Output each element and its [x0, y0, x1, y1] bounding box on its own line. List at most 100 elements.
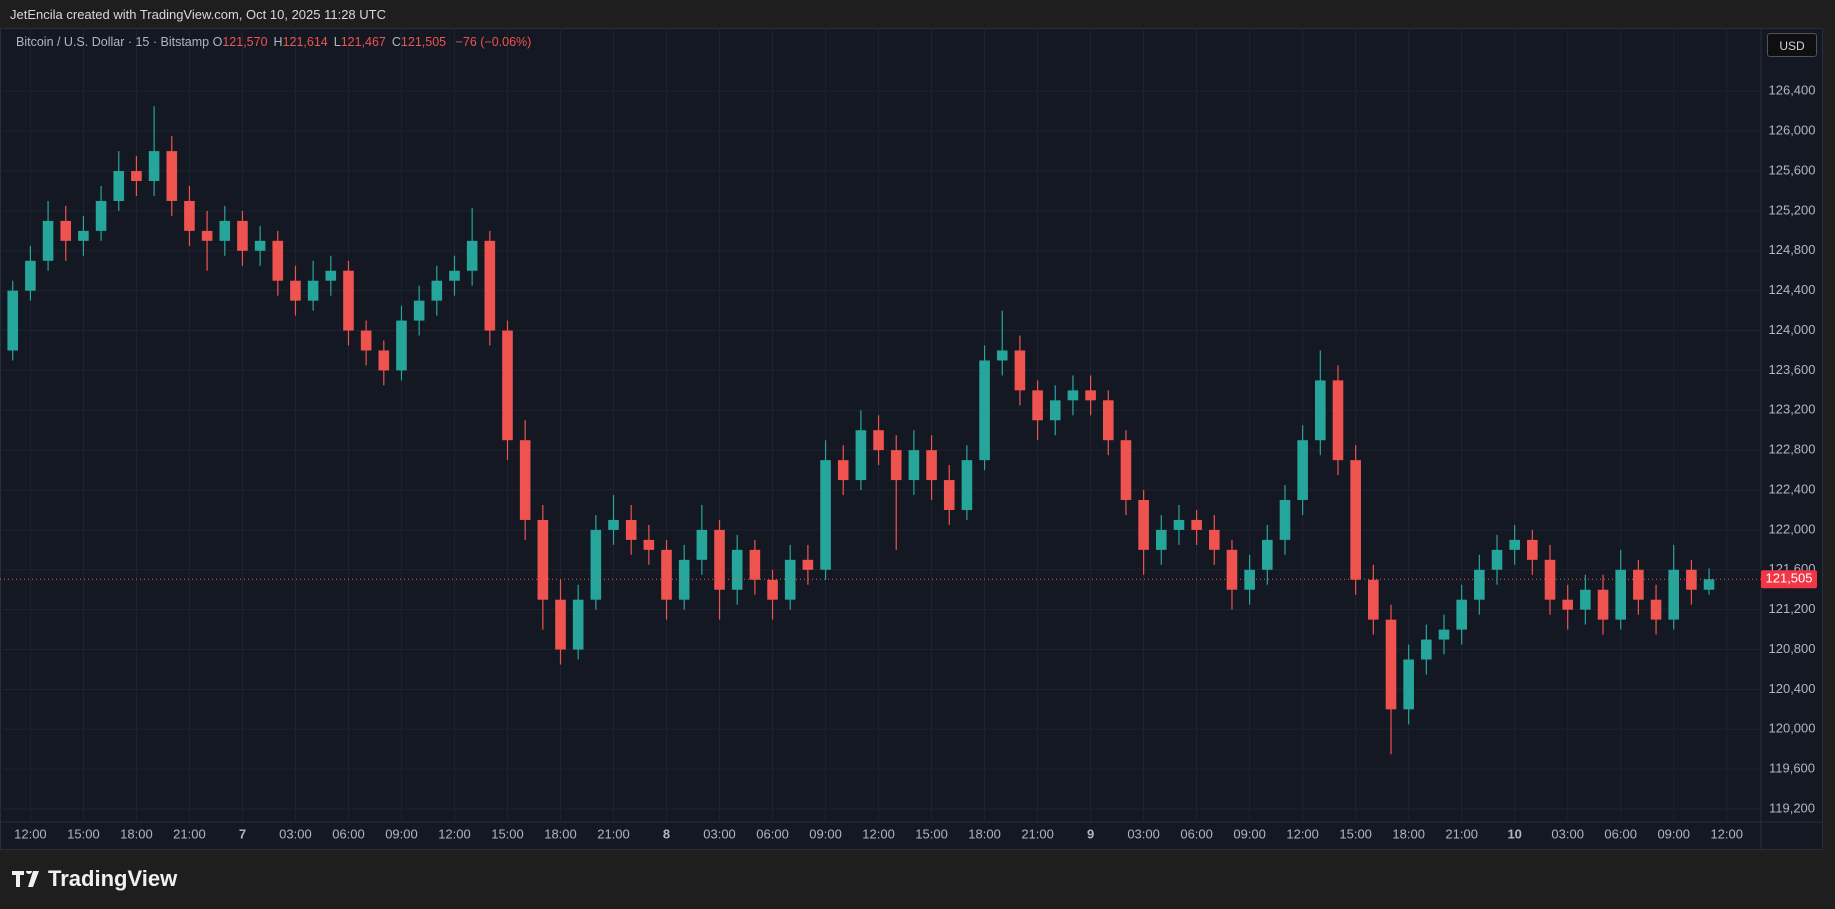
- x-tick-label: 03:00: [703, 826, 736, 841]
- candle-body: [60, 220, 72, 241]
- ohlc-value: 121,570: [222, 35, 268, 49]
- candle-body: [1421, 639, 1432, 660]
- candle-body: [1650, 599, 1662, 620]
- x-tick-label: 06:00: [332, 826, 365, 841]
- candle-body: [1120, 440, 1132, 501]
- candle-body: [42, 220, 54, 261]
- candle-body: [555, 599, 566, 650]
- credit: JetEncila created with TradingView.com, …: [10, 7, 386, 22]
- candle-body: [1032, 390, 1043, 421]
- x-tick-label: 9: [1087, 826, 1094, 841]
- x-tick-label: 06:00: [1604, 826, 1637, 841]
- candle-body: [1332, 380, 1344, 461]
- candle-body: [484, 240, 496, 331]
- y-tick-label: 120,000: [1769, 721, 1816, 736]
- legend: Bitcoin / U.S. Dollar · 15 · Bitstamp O1…: [16, 35, 537, 49]
- candle-body: [1049, 400, 1061, 421]
- candle-body: [926, 450, 937, 481]
- y-tick-label: 123,600: [1769, 362, 1816, 377]
- candle-body: [148, 151, 160, 182]
- brand-name: TradingView: [48, 866, 178, 891]
- brand: TradingView: [12, 866, 177, 892]
- candle-body: [1191, 519, 1202, 530]
- x-tick-label: 18:00: [1392, 826, 1425, 841]
- ohlc-name: O: [212, 35, 223, 49]
- y-tick-label: 119,200: [1769, 800, 1815, 815]
- candle-body: [661, 549, 672, 600]
- last-price-tag: [1761, 570, 1817, 589]
- candle-body: [378, 350, 390, 371]
- candle-body: [572, 599, 584, 650]
- currency-button[interactable]: USD: [1767, 33, 1817, 57]
- x-tick-label: 09:00: [1233, 826, 1266, 841]
- x-tick-label: 21:00: [1021, 826, 1054, 841]
- chart: 119,200 119,600 120,000 120,400 120,800 121,2…: [0, 28, 1823, 850]
- candle-body: [890, 450, 902, 481]
- ohlc-value: 121,614: [282, 35, 328, 49]
- candle-body: [1686, 569, 1697, 590]
- y-tick-label: 120,800: [1769, 641, 1816, 656]
- x-tick-label: 15:00: [491, 826, 524, 841]
- candle-body: [696, 529, 708, 560]
- candle-body: [1403, 659, 1414, 710]
- x-tick-label: 18:00: [544, 826, 577, 841]
- candle-body: [95, 200, 107, 231]
- candle-body: [1085, 390, 1096, 401]
- candle-body: [307, 280, 319, 301]
- candle-body: [1067, 390, 1079, 401]
- y-tick-label: 126,000: [1769, 123, 1816, 138]
- candle-body: [837, 460, 849, 481]
- x-tick-label: 03:00: [1551, 826, 1584, 841]
- candle-body: [1368, 579, 1379, 620]
- candle-body: [78, 230, 89, 241]
- candle-body: [1633, 569, 1644, 600]
- candle-body: [784, 559, 796, 600]
- candle-body: [449, 270, 460, 281]
- candle-body: [431, 280, 443, 301]
- candle-body: [1474, 569, 1485, 600]
- x-tick-label: 12:00: [438, 826, 471, 841]
- candle-body: [7, 290, 19, 351]
- candle-body: [590, 529, 602, 600]
- candle-body: [466, 240, 478, 271]
- candle-body: [1456, 599, 1467, 630]
- candle-body: [166, 151, 178, 201]
- candle-body: [1226, 549, 1238, 590]
- candle-body: [1562, 599, 1573, 610]
- y-tick-label: 125,600: [1769, 162, 1816, 177]
- candle-body: [1262, 539, 1273, 570]
- x-tick-label: 8: [663, 826, 670, 841]
- candle-body: [961, 460, 973, 510]
- candle-body: [820, 460, 831, 570]
- chart-pane: [0, 28, 1823, 850]
- brand-logo: [12, 871, 39, 887]
- x-tick-label: 21:00: [173, 826, 206, 841]
- ohlc-name: H: [273, 35, 283, 49]
- y-tick-label: 124,000: [1769, 322, 1816, 337]
- x-tick-label: 03:00: [279, 826, 312, 841]
- candle-body: [1385, 619, 1397, 710]
- candle-body: [1509, 539, 1520, 550]
- candle-body: [396, 320, 407, 371]
- candle-body: [873, 430, 884, 451]
- y-tick-label: 122,000: [1769, 521, 1816, 536]
- x-tick-label: 09:00: [809, 826, 842, 841]
- x-tick-label: 18:00: [968, 826, 1001, 841]
- candle-body: [1491, 549, 1503, 570]
- candle-body: [1703, 579, 1715, 590]
- candle-body: [1615, 569, 1627, 620]
- candle-body: [731, 549, 743, 590]
- candle-body: [1315, 380, 1326, 441]
- ohlc-value: 121,467: [340, 35, 386, 49]
- candle-body: [201, 230, 213, 241]
- candle-body: [184, 200, 195, 231]
- candle-body: [1527, 539, 1538, 560]
- candle-body: [325, 270, 337, 281]
- candle-body: [290, 280, 301, 301]
- candle-body: [855, 430, 867, 481]
- change: −76 (−0.06%): [455, 35, 532, 49]
- candle-body: [996, 350, 1008, 361]
- candle-body: [714, 529, 725, 590]
- candle-body: [1014, 350, 1026, 391]
